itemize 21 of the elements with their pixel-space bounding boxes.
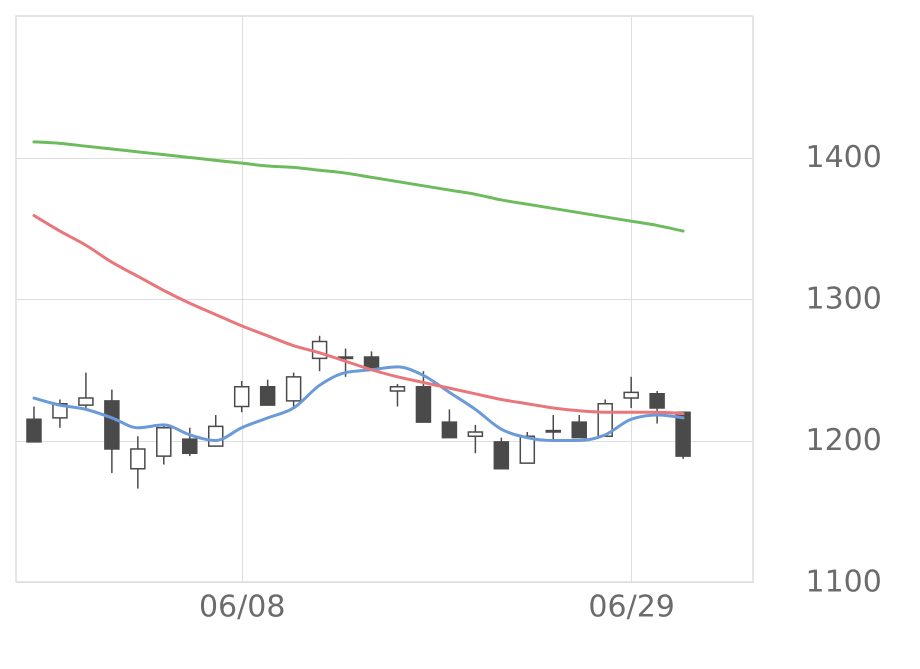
y-tick-label: 1100 bbox=[806, 564, 882, 600]
candlestick bbox=[260, 378, 276, 406]
y-tick-label: 1200 bbox=[806, 423, 882, 458]
y-tick-label: 1400 bbox=[806, 140, 882, 175]
candlestick bbox=[234, 380, 250, 413]
candlestick bbox=[182, 427, 198, 457]
candlestick bbox=[78, 372, 94, 409]
line-series bbox=[32, 140, 685, 233]
candlestick bbox=[26, 406, 42, 443]
candlestick bbox=[130, 436, 146, 490]
candlestick bbox=[571, 414, 587, 438]
candlestick bbox=[390, 383, 406, 408]
x-tick-label: 06/29 bbox=[588, 590, 675, 624]
candlestick bbox=[649, 390, 665, 424]
y-tick-label: 1300 bbox=[806, 282, 882, 316]
line-series bbox=[32, 214, 685, 416]
candlestick bbox=[468, 424, 484, 454]
candlestick bbox=[442, 408, 458, 438]
x-tick-label: 06/08 bbox=[198, 590, 286, 624]
candlestick bbox=[546, 414, 562, 440]
candlestick bbox=[623, 376, 639, 409]
